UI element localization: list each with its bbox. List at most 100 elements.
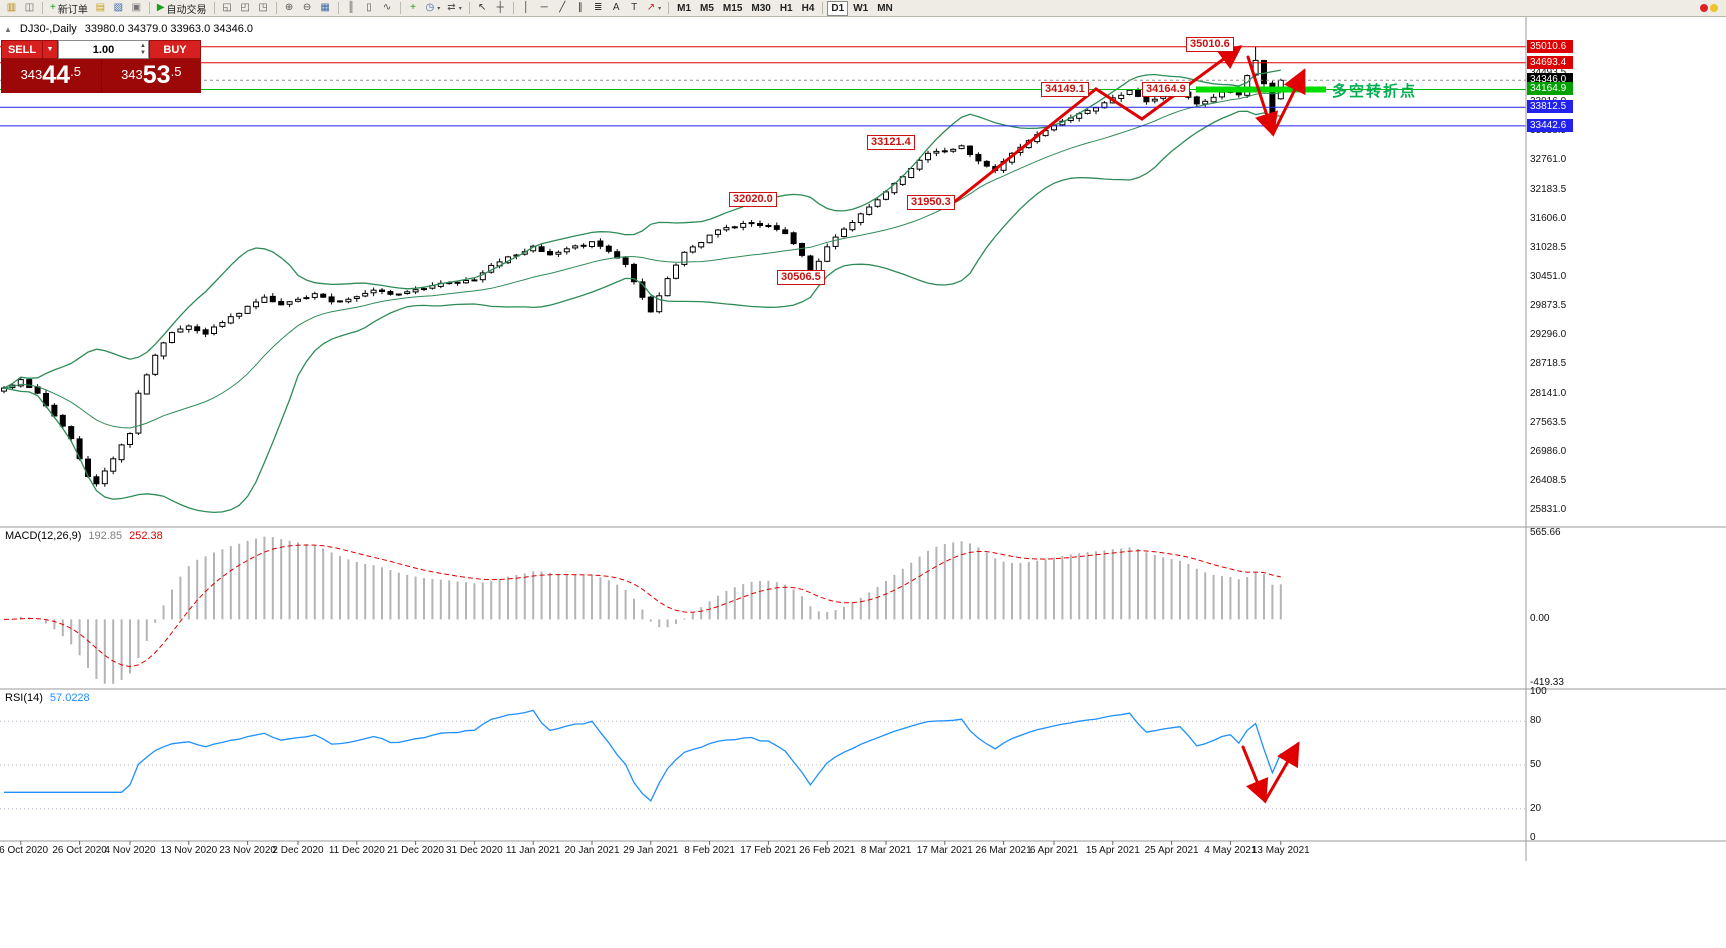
bollinger-bands	[3, 69, 1281, 514]
new-order-button[interactable]: + 新订单	[47, 1, 91, 16]
indicators-icon: +	[410, 2, 416, 13]
timeframe-h1-button[interactable]: H1	[776, 1, 797, 16]
timeframe-m30-button-label: M30	[751, 2, 771, 14]
buy-price-display[interactable]: 343 53.5	[102, 59, 202, 93]
market-watch-icon: ▤	[95, 2, 106, 13]
buy-button[interactable]: BUY	[149, 40, 201, 59]
cascade-windows-button[interactable]: ◱	[219, 1, 236, 16]
channel-icon: ∥	[577, 2, 583, 13]
zoom-out-button[interactable]: ⊖	[299, 1, 316, 16]
navigator-icon: ▧	[113, 2, 124, 13]
periods-icon: ◷	[425, 2, 435, 13]
tile-horizontal-button[interactable]: ◰	[237, 1, 254, 16]
toolbar-separator	[148, 2, 150, 14]
timeframe-mn-button-label: MN	[877, 2, 893, 14]
new-chart-icon: ▥	[6, 2, 17, 13]
sell-price-display[interactable]: 343 44.5	[1, 59, 101, 93]
terminal-button[interactable]: ▣	[128, 1, 145, 16]
tile-vertical-button[interactable]: ◳	[255, 1, 272, 16]
channel-button[interactable]: ∥	[572, 1, 589, 16]
horizontal-line-objects[interactable]	[0, 46, 1526, 127]
market-watch-button[interactable]: ▤	[92, 1, 109, 16]
templates-button[interactable]: ⇄ ▾	[444, 1, 464, 16]
main-toolbar: ▥ ◫ + 新订单 ▤ ▧ ▣ ▶ 自动交易 ◱ ◰ ◳ ⊕ ⊖ ▦ ║ ▯ ∿ + ◷ ▾ ⇄ ▾ ↖ ┼ │ ─ ╱ ∥ ≣ A T ↗ ▾ M…	[0, 0, 1726, 17]
buy-price-big: 53	[142, 61, 171, 89]
arrows-icon: ↗	[646, 2, 656, 13]
stepper-down-icon[interactable]: ▼	[140, 50, 146, 57]
timeframe-m5-button-label: M5	[700, 2, 714, 14]
one-click-order-row: SELL ▼ 1.00 ▲ ▼ BUY	[1, 40, 201, 59]
timeframe-mn-button[interactable]: MN	[873, 1, 897, 16]
arrows-button[interactable]: ↗ ▾	[644, 1, 664, 16]
periods-button[interactable]: ◷ ▾	[423, 1, 444, 16]
label-icon: T	[631, 2, 638, 13]
timeframe-m15-button[interactable]: M15	[719, 1, 746, 16]
macd-indicator	[3, 536, 1282, 684]
one-click-price-row: 343 44.5 343 53.5	[1, 59, 201, 93]
zoom-in-button[interactable]: ⊕	[281, 1, 298, 16]
chevron-down-icon[interactable]: ▾	[458, 5, 462, 12]
new-chart-button[interactable]: ▥	[3, 1, 20, 16]
chart-title: ▲ DJ30-,Daily 33980.0 34379.0 33963.0 34…	[4, 23, 253, 35]
chevron-down-icon[interactable]: ▾	[658, 5, 662, 12]
autotrading-button[interactable]: ▶ 自动交易	[154, 1, 210, 16]
timeframe-h1-button-label: H1	[779, 2, 793, 14]
trendline-button[interactable]: ╱	[554, 1, 571, 16]
text-icon: A	[612, 2, 620, 13]
bar-chart-icon: ║	[347, 2, 355, 13]
horizontal-line-button[interactable]: ─	[536, 1, 553, 16]
buy-price-prefix: 343	[121, 67, 143, 82]
one-click-trading-panel: SELL ▼ 1.00 ▲ ▼ BUY 343 44.5 343 53.5	[1, 40, 201, 93]
toolbar-separator	[399, 2, 401, 14]
text-button[interactable]: A	[608, 1, 625, 16]
terminal-icon: ▣	[131, 2, 142, 13]
volume-value: 1.00	[92, 43, 115, 56]
cursor-button[interactable]: ↖	[474, 1, 491, 16]
toolbar-separator	[668, 2, 670, 14]
bar-chart-button[interactable]: ║	[343, 1, 360, 16]
trend-arrows[interactable]	[946, 45, 1306, 804]
grid-button[interactable]: ▦	[317, 1, 334, 16]
toolbar-separator	[337, 2, 339, 14]
one-click-toggle-icon[interactable]: ▲	[4, 24, 12, 34]
indicators-button[interactable]: +	[405, 1, 422, 16]
label-button[interactable]: T	[626, 1, 643, 16]
candlestick-chart-button[interactable]: ▯	[361, 1, 378, 16]
crosshair-button[interactable]: ┼	[492, 1, 509, 16]
timeframe-w1-button[interactable]: W1	[849, 1, 872, 16]
timeframe-m1-button[interactable]: M1	[673, 1, 695, 16]
chart-profiles-icon: ◫	[24, 2, 35, 13]
toolbar-separator	[42, 2, 43, 14]
line-chart-button[interactable]: ∿	[379, 1, 396, 16]
sell-button[interactable]: SELL	[1, 40, 43, 59]
new-order-icon: +	[50, 2, 56, 13]
candlestick-series[interactable]	[1, 46, 1284, 487]
order-type-dropdown[interactable]: ▼	[43, 40, 58, 59]
vertical-line-button[interactable]: │	[518, 1, 535, 16]
chevron-down-icon[interactable]: ▾	[437, 5, 441, 12]
timeframe-h4-button[interactable]: H4	[798, 1, 819, 16]
zoom-out-icon: ⊖	[302, 2, 312, 13]
timeframe-d1-button[interactable]: D1	[827, 0, 849, 16]
rsi-name: RSI(14)	[5, 692, 43, 704]
pivot-note-text[interactable]: 多空转折点	[1332, 83, 1418, 100]
connection-status-icon	[1700, 4, 1723, 12]
sell-price-big: 44	[42, 61, 71, 89]
new-order-button-label: 新订单	[57, 4, 88, 16]
trendline-icon: ╱	[559, 2, 566, 13]
timeframe-m5-button[interactable]: M5	[696, 1, 718, 16]
line-chart-icon: ∿	[382, 2, 392, 13]
toolbar-separator	[512, 2, 514, 14]
navigator-button[interactable]: ▧	[110, 1, 127, 16]
volume-input[interactable]: 1.00 ▲ ▼	[58, 40, 149, 59]
volume-stepper[interactable]: ▲ ▼	[140, 42, 146, 57]
stepper-up-icon[interactable]: ▲	[140, 42, 146, 49]
sell-price-frac: .5	[70, 64, 81, 79]
chart-profiles-button[interactable]: ◫	[21, 1, 38, 16]
grid-icon: ▦	[320, 2, 330, 13]
timeframe-m30-button[interactable]: M30	[747, 1, 774, 16]
fibonacci-button[interactable]: ≣	[590, 1, 607, 16]
price-divider	[100, 59, 102, 93]
rsi-value: 57.0228	[49, 692, 90, 704]
